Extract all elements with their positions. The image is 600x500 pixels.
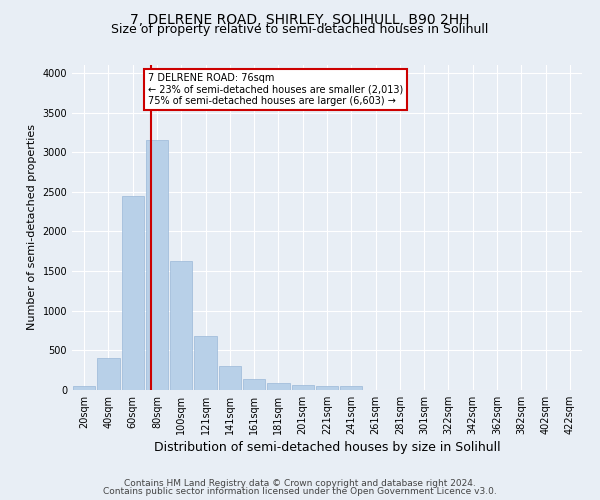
Text: Contains public sector information licensed under the Open Government Licence v3: Contains public sector information licen… bbox=[103, 487, 497, 496]
Bar bbox=[170, 261, 193, 390]
Bar bbox=[218, 366, 241, 390]
Bar bbox=[97, 358, 119, 390]
Y-axis label: Number of semi-detached properties: Number of semi-detached properties bbox=[27, 124, 37, 330]
Bar bbox=[340, 386, 362, 390]
Text: 7, DELRENE ROAD, SHIRLEY, SOLIHULL, B90 2HH: 7, DELRENE ROAD, SHIRLEY, SOLIHULL, B90 … bbox=[130, 12, 470, 26]
Bar bbox=[122, 196, 144, 390]
Bar bbox=[73, 386, 95, 390]
Text: Size of property relative to semi-detached houses in Solihull: Size of property relative to semi-detach… bbox=[112, 22, 488, 36]
Text: 7 DELRENE ROAD: 76sqm
← 23% of semi-detached houses are smaller (2,013)
75% of s: 7 DELRENE ROAD: 76sqm ← 23% of semi-deta… bbox=[148, 73, 403, 106]
Bar bbox=[267, 383, 290, 390]
Bar bbox=[243, 379, 265, 390]
Text: Contains HM Land Registry data © Crown copyright and database right 2024.: Contains HM Land Registry data © Crown c… bbox=[124, 478, 476, 488]
X-axis label: Distribution of semi-detached houses by size in Solihull: Distribution of semi-detached houses by … bbox=[154, 441, 500, 454]
Bar bbox=[292, 385, 314, 390]
Bar bbox=[146, 140, 168, 390]
Bar bbox=[194, 336, 217, 390]
Bar bbox=[316, 386, 338, 390]
